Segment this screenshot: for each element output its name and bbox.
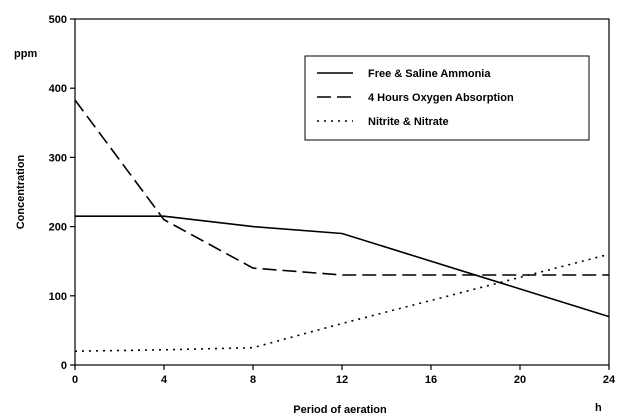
series-line-1 xyxy=(75,215,610,318)
legend-box xyxy=(304,55,590,141)
legend-label-1: Free & Saline Ammonia xyxy=(368,68,491,80)
x-tick-label: 0 xyxy=(72,374,78,386)
series-line-2 xyxy=(74,99,609,276)
x-tick-label: 12 xyxy=(336,374,348,386)
series-line-3 xyxy=(74,253,610,352)
plot-frame xyxy=(74,18,610,366)
y-unit-label: ppm xyxy=(14,48,37,60)
y-tick-label: 200 xyxy=(49,222,67,234)
x-axis-title: Period of aeration xyxy=(293,404,387,416)
y-tick-label: 0 xyxy=(61,360,67,372)
x-axis-ticks: 0 4 8 12 16 20 24 xyxy=(72,365,616,386)
y-tick-label: 300 xyxy=(49,152,67,164)
x-tick-label: 20 xyxy=(514,374,526,386)
legend-label-3: Nitrite & Nitrate xyxy=(368,116,449,128)
legend: Free & Saline Ammonia 4 Hours Oxygen Abso… xyxy=(304,55,590,141)
y-tick-label: 500 xyxy=(49,14,67,26)
x-unit-label: h xyxy=(595,402,602,414)
y-axis-ticks: 0 100 200 300 400 500 xyxy=(49,14,75,372)
y-axis-title: Concentration xyxy=(15,154,27,229)
x-tick-label: 16 xyxy=(425,374,437,386)
x-tick-label: 8 xyxy=(250,374,256,386)
series-lines xyxy=(74,99,610,352)
y-tick-label: 100 xyxy=(49,291,67,303)
legend-label-2: 4 Hours Oxygen Absorption xyxy=(368,92,514,104)
x-tick-label: 24 xyxy=(603,374,616,386)
y-tick-label: 400 xyxy=(49,83,67,95)
x-tick-label: 4 xyxy=(161,374,168,386)
